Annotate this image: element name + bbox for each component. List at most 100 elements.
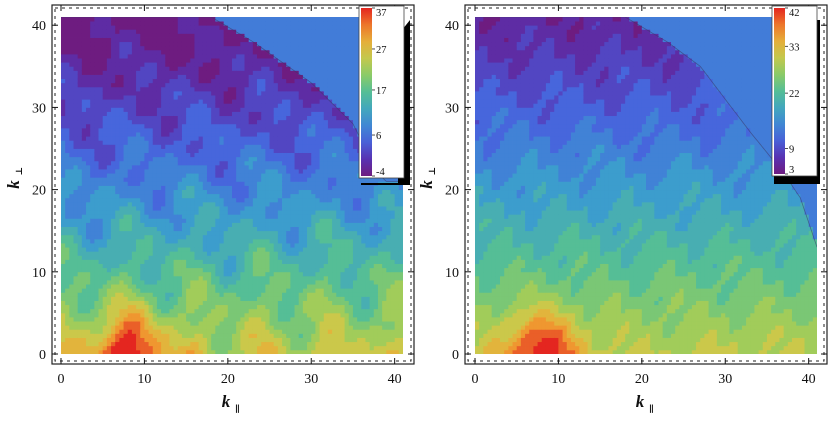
contour-cell <box>290 313 295 318</box>
contour-cell <box>307 128 312 133</box>
contour-cell <box>99 140 104 145</box>
contour-cell <box>119 165 124 170</box>
contour-cell <box>157 95 162 100</box>
contour-cell <box>286 186 291 191</box>
contour-cell <box>78 276 83 281</box>
contour-cell <box>78 284 83 289</box>
contour-cell <box>111 107 116 112</box>
contour-cell <box>203 284 208 289</box>
contour-cell <box>82 161 87 166</box>
contour-cell <box>115 42 120 47</box>
contour-cell <box>128 259 133 264</box>
contour-cell <box>74 296 79 301</box>
contour-cell <box>161 202 166 207</box>
contour-cell <box>270 210 275 215</box>
contour-cell <box>174 268 179 273</box>
contour-cell <box>219 149 224 154</box>
contour-cell <box>99 272 104 277</box>
contour-cell <box>211 25 216 30</box>
contour-cell <box>103 157 108 162</box>
contour-cell <box>161 272 166 277</box>
contour-cell <box>136 149 141 154</box>
contour-cell <box>149 235 154 240</box>
contour-cell <box>261 107 266 112</box>
contour-cell <box>153 107 158 112</box>
contour-cell <box>257 292 262 297</box>
contour-cell <box>232 296 237 301</box>
contour-cell <box>61 214 66 219</box>
contour-cell <box>207 313 212 318</box>
contour-cell <box>61 25 66 30</box>
contour-cell <box>149 169 154 174</box>
contour-cell <box>103 99 108 104</box>
contour-cell <box>207 350 212 355</box>
contour-cell <box>182 120 187 125</box>
contour-cell <box>74 268 79 273</box>
contour-cell <box>303 136 308 141</box>
contour-cell <box>199 284 204 289</box>
contour-cell <box>278 247 283 252</box>
contour-cell <box>199 38 204 43</box>
contour-cell <box>236 177 241 182</box>
contour-cell <box>282 116 287 121</box>
contour-cell <box>211 259 216 264</box>
contour-cell <box>236 140 241 145</box>
contour-cell <box>182 107 187 112</box>
contour-cell <box>190 181 195 186</box>
contour-cell <box>94 99 99 104</box>
contour-cell <box>140 157 145 162</box>
contour-cell <box>128 25 133 30</box>
contour-cell <box>270 321 275 326</box>
contour-cell <box>161 264 166 269</box>
contour-cell <box>124 58 129 63</box>
contour-cell <box>186 99 191 104</box>
contour-cell <box>136 87 141 92</box>
contour-cell <box>199 107 204 112</box>
contour-cell <box>236 99 241 104</box>
contour-cell <box>190 165 195 170</box>
contour-cell <box>307 346 312 351</box>
contour-cell <box>169 301 174 306</box>
contour-cell <box>107 255 112 260</box>
contour-cell <box>61 38 66 43</box>
contour-cell <box>307 296 312 301</box>
contour-cell <box>261 132 266 137</box>
contour-cell <box>119 239 124 244</box>
contour-cell <box>111 75 116 80</box>
contour-cell <box>136 284 141 289</box>
contour-cell <box>270 342 275 347</box>
contour-cell <box>174 235 179 240</box>
contour-cell <box>207 124 212 129</box>
contour-cell <box>99 177 104 182</box>
contour-cell <box>107 99 112 104</box>
contour-cell <box>219 231 224 236</box>
contour-cell <box>257 333 262 338</box>
contour-cell <box>261 70 266 75</box>
contour-cell <box>136 33 141 38</box>
contour-cell <box>144 346 149 351</box>
contour-cell <box>169 169 174 174</box>
contour-cell <box>236 301 241 306</box>
contour-cell <box>103 112 108 117</box>
contour-cell <box>265 284 270 289</box>
contour-cell <box>261 66 266 71</box>
contour-cell <box>103 116 108 121</box>
contour-cell <box>136 25 141 30</box>
contour-cell <box>190 161 195 166</box>
contour-cell <box>303 272 308 277</box>
contour-cell <box>307 38 312 43</box>
contour-cell <box>215 165 220 170</box>
contour-cell <box>211 173 216 178</box>
contour-cell <box>203 157 208 162</box>
contour-cell <box>90 268 95 273</box>
contour-cell <box>311 91 316 96</box>
contour-cell <box>153 54 158 59</box>
contour-cell <box>282 144 287 149</box>
contour-cell <box>211 144 216 149</box>
contour-cell <box>165 305 170 310</box>
contour-cell <box>115 136 120 141</box>
contour-cell <box>149 75 154 80</box>
contour-cell <box>299 321 304 326</box>
contour-cell <box>178 149 183 154</box>
contour-cell <box>78 333 83 338</box>
